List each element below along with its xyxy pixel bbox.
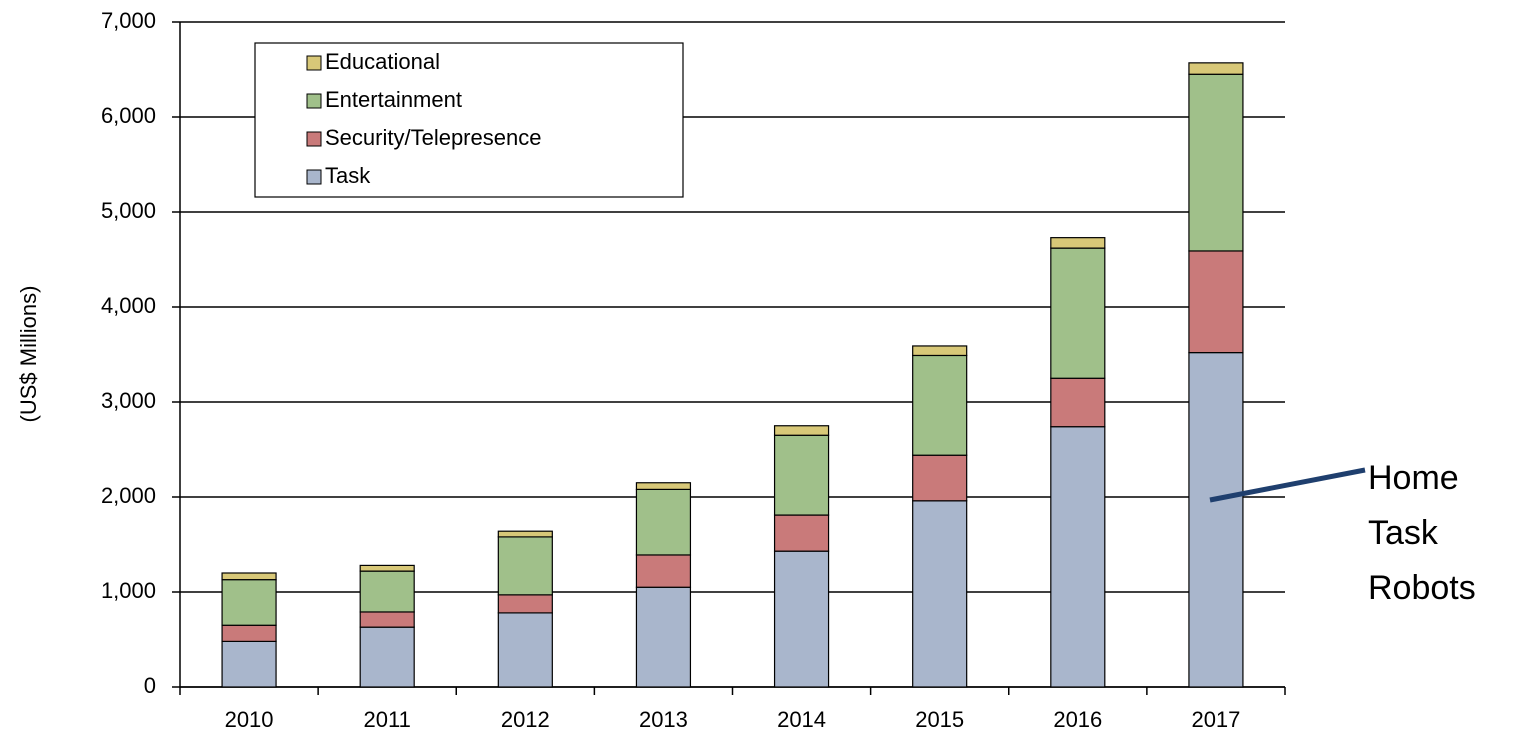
- bar-segment: [635, 554, 692, 588]
- bar-segment: [221, 624, 277, 642]
- x-tick-label: 2017: [1191, 707, 1240, 732]
- bar-segment: [1050, 377, 1106, 428]
- bar-segment: [1050, 247, 1106, 379]
- annotation: Home: [1368, 459, 1459, 497]
- bar-segment: [1050, 237, 1106, 249]
- bar-segment: [359, 626, 415, 688]
- x-tick-label: 2015: [915, 707, 964, 732]
- y-tick-label: 0: [144, 673, 156, 698]
- bar-segment: [1188, 250, 1244, 354]
- x-tick-label: 2012: [501, 707, 550, 732]
- y-tick-label: 3,000: [101, 388, 156, 413]
- bar-segment: [497, 536, 553, 596]
- y-tick-label: 1,000: [101, 578, 156, 603]
- x-tick-label: 2016: [1053, 707, 1102, 732]
- y-tick-label: 5,000: [101, 198, 156, 223]
- y-tick-label: 7,000: [101, 8, 156, 33]
- x-tick-label: 2014: [777, 707, 826, 732]
- legend-box: [254, 42, 684, 198]
- x-tick-label: 2013: [639, 707, 688, 732]
- bar-segment: [773, 434, 830, 516]
- annotation: Robots: [1368, 569, 1476, 607]
- x-tick-label: 2010: [225, 707, 274, 732]
- bar-segment: [1188, 352, 1244, 688]
- bar-segment: [497, 530, 553, 538]
- legend-label: Entertainment: [325, 87, 462, 112]
- bar-segment: [912, 500, 968, 688]
- bar-segment: [359, 564, 415, 572]
- legend-label: Security/Telepresence: [325, 125, 541, 150]
- annotation: Task: [1368, 514, 1439, 552]
- annotation-arrow: [1209, 467, 1366, 503]
- bar-segment: [497, 594, 553, 614]
- bar-segment: [1188, 62, 1244, 75]
- bar-segment: [635, 488, 692, 556]
- bar-segment: [221, 640, 277, 688]
- bar-segment: [912, 454, 968, 502]
- legend-label: Task: [325, 163, 371, 188]
- bar-segment: [497, 612, 553, 688]
- legend-swatch: [306, 93, 322, 109]
- bar-segment: [773, 550, 830, 688]
- y-tick-label: 4,000: [101, 293, 156, 318]
- bar-segment: [912, 354, 968, 456]
- y-axis-label: (US$ Millions): [16, 286, 41, 423]
- legend-swatch: [306, 169, 322, 185]
- bar-segment: [773, 425, 830, 436]
- bar-segment: [1050, 426, 1106, 688]
- x-tick-label: 2011: [364, 707, 411, 732]
- bar-segment: [221, 579, 277, 626]
- y-tick-label: 6,000: [101, 103, 156, 128]
- bar-segment: [221, 572, 277, 581]
- bar-segment: [635, 482, 692, 491]
- legend-swatch: [306, 55, 322, 71]
- legend-label: Educational: [325, 49, 440, 74]
- bar-segment: [359, 570, 415, 613]
- y-tick-label: 2,000: [101, 483, 156, 508]
- legend-swatch: [306, 131, 322, 147]
- bar-segment: [635, 586, 692, 688]
- bar-segment: [1188, 73, 1244, 252]
- bar-segment: [912, 345, 968, 357]
- bar-segment: [359, 611, 415, 628]
- bar-segment: [773, 514, 830, 552]
